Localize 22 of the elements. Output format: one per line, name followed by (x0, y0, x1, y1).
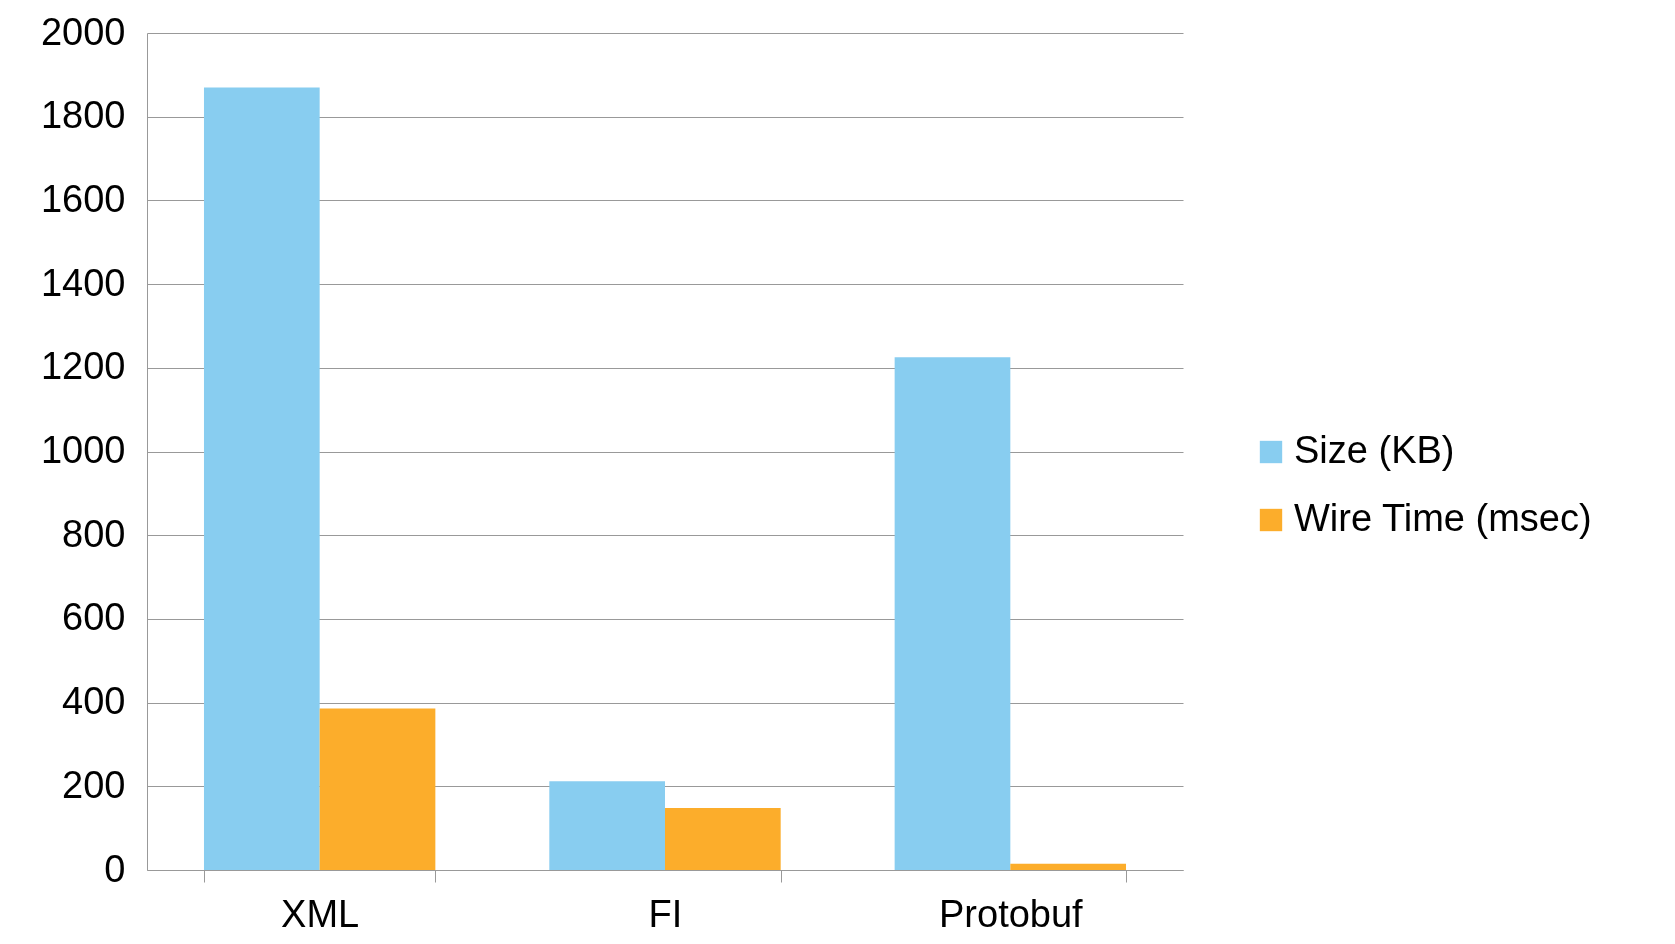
y-tick-label: 800 (62, 512, 126, 555)
y-tick-label: 0 (104, 847, 126, 890)
bar (319, 708, 436, 870)
x-tick-label: FI (648, 892, 683, 935)
legend-label: Wire Time (msec) (1294, 497, 1592, 539)
y-tick-label: 1000 (40, 429, 126, 471)
y-tick-label: 600 (62, 596, 126, 639)
y-tick-label: 400 (62, 680, 126, 723)
bar (203, 87, 320, 870)
bar (665, 808, 781, 870)
y-tick-label: 1600 (40, 177, 126, 220)
y-tick-label: 1800 (40, 94, 126, 137)
y-tick-label: 2000 (40, 10, 126, 53)
bar (1010, 863, 1127, 870)
y-tick-label: 1200 (40, 345, 126, 388)
x-tick-label: XML (281, 892, 360, 935)
x-tick-label: Protobuf (939, 892, 1084, 935)
bar (549, 781, 665, 870)
bar (894, 357, 1011, 870)
y-tick-label: 1400 (40, 261, 126, 304)
legend-label: Size (KB) (1294, 429, 1455, 471)
y-tick-label: 200 (62, 763, 126, 806)
